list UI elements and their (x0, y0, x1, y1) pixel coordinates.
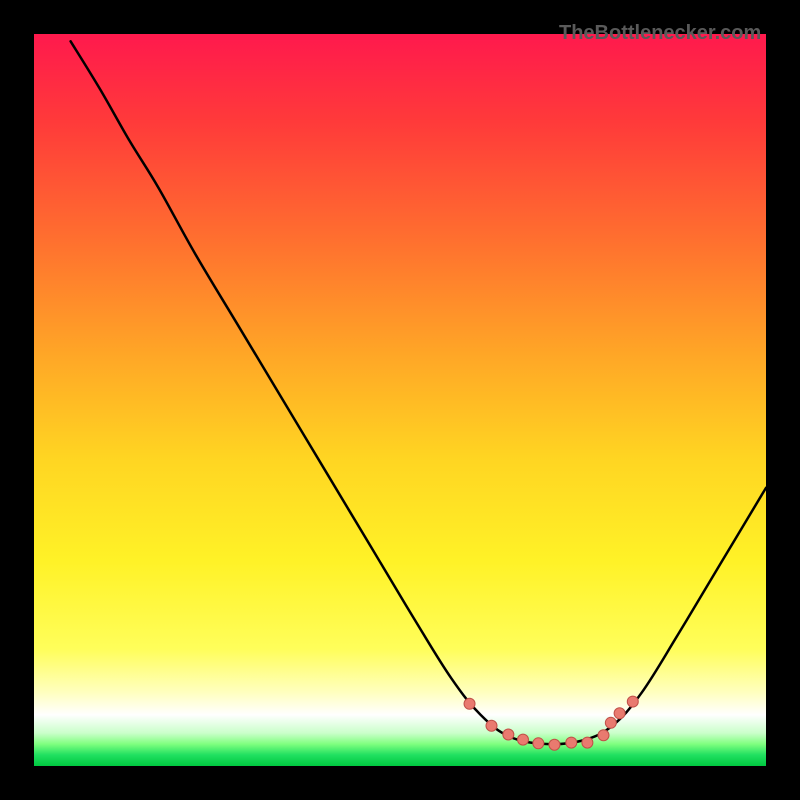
optimal-marker (605, 717, 616, 728)
optimal-marker (533, 738, 544, 749)
optimal-marker (549, 739, 560, 750)
gradient-plot-area (34, 34, 766, 766)
bottleneck-chart (0, 0, 800, 800)
watermark-text: TheBottlenecker.com (559, 22, 761, 45)
optimal-marker (566, 737, 577, 748)
optimal-marker (614, 708, 625, 719)
optimal-marker (486, 720, 497, 731)
optimal-marker (582, 737, 593, 748)
optimal-marker (627, 696, 638, 707)
optimal-marker (517, 734, 528, 745)
chart-container: TheBottlenecker.com (0, 0, 800, 800)
optimal-marker (598, 730, 609, 741)
optimal-marker (503, 729, 514, 740)
optimal-marker (464, 698, 475, 709)
